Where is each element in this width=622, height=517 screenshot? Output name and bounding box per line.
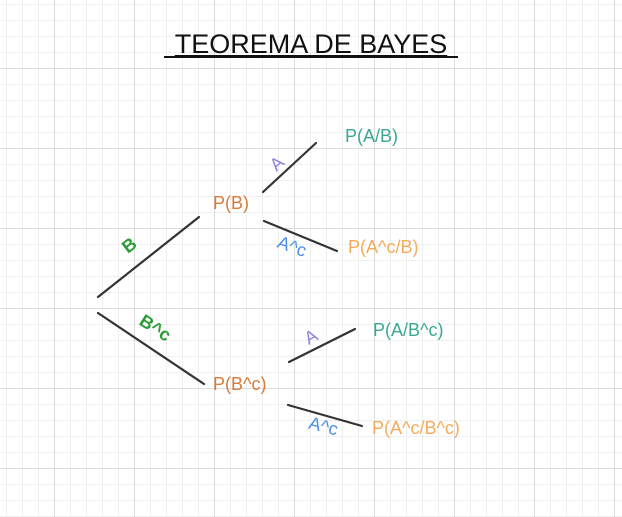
edge-label-bc: B^c bbox=[136, 310, 175, 345]
edge-b-to-ac bbox=[262, 219, 339, 253]
diagram-title: TEOREMA DE BAYES bbox=[175, 29, 448, 59]
edge-label-ac-lower: A^c bbox=[307, 413, 340, 440]
edge-b-to-a bbox=[261, 141, 318, 194]
edge-root-to-b bbox=[96, 215, 201, 299]
leaf-p-ac-given-bc: P(A^c/B^c) bbox=[372, 418, 460, 438]
edge-label-ac-upper: A^c bbox=[275, 232, 310, 261]
leaf-p-a-given-b: P(A/B) bbox=[345, 126, 398, 146]
edge-label-b: B bbox=[118, 233, 141, 257]
edge-root-to-bc bbox=[96, 311, 206, 386]
edge-bc-to-a bbox=[287, 327, 357, 364]
node-p-b: P(B) bbox=[213, 193, 249, 213]
edge-bc-to-ac bbox=[286, 403, 364, 428]
edge-label-a-lower: A bbox=[301, 325, 321, 348]
node-p-bc: P(B^c) bbox=[213, 374, 266, 394]
leaf-p-a-given-bc: P(A/B^c) bbox=[373, 320, 443, 340]
leaf-p-ac-given-b: P(A^c/B) bbox=[348, 237, 418, 257]
